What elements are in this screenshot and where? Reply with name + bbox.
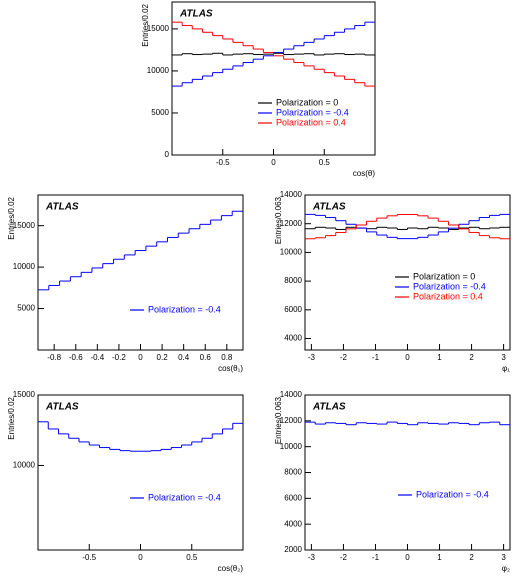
x-tick-label: 1	[437, 353, 442, 362]
y-tick-label: 10000	[280, 442, 303, 451]
y-tick-label: 6000	[284, 305, 302, 314]
y-tick-label: 15000	[147, 24, 170, 33]
legend-label: Polarization = -0.4	[148, 304, 221, 314]
x-tick-label: 3	[501, 353, 506, 362]
x-axis-label: cos(θ₂)	[218, 564, 244, 573]
panel: Polarization = -0.4 10000 15000 -0.5 0 0.5 ATL…	[7, 390, 244, 573]
x-tick-label: -0.5	[216, 158, 230, 167]
x-tick-label: -1	[372, 553, 380, 562]
x-tick-label: -0.5	[82, 553, 96, 562]
y-axis-label: Entries/0.02	[7, 396, 16, 439]
plot-frame	[37, 394, 244, 551]
plot-frame	[37, 194, 244, 351]
legend-label: Polarization = 0	[276, 97, 338, 107]
panel: Polarization = -0.4 2000 4000 6000 8000 10000…	[274, 390, 511, 573]
x-tick-label: 0	[138, 553, 143, 562]
y-tick-label: 6000	[284, 493, 302, 502]
y-tick-label: 8000	[284, 468, 302, 477]
legend-label: Polarization = 0.4	[276, 117, 346, 127]
y-tick-label: 14000	[280, 190, 303, 199]
x-tick-label: -2	[340, 353, 348, 362]
y-tick-label: 4000	[284, 519, 302, 528]
y-tick-label: 8000	[284, 276, 302, 285]
x-tick-label: 3	[501, 553, 506, 562]
x-tick-label: -3	[308, 353, 316, 362]
x-tick-label: -3	[308, 553, 316, 562]
x-tick-label: 0.5	[186, 553, 198, 562]
x-axis-label: φ₂	[502, 564, 510, 573]
x-tick-label: 0.8	[221, 353, 233, 362]
y-tick-label: 10000	[13, 461, 36, 470]
x-tick-label: 0.5	[319, 158, 331, 167]
legend-label: Polarization = -0.4	[148, 492, 221, 502]
x-tick-label: -1	[372, 353, 380, 362]
legend-label: Polarization = -0.4	[413, 281, 486, 291]
y-axis-label: Entries/0.063	[274, 396, 283, 444]
atlas-label: ATLAS	[45, 202, 79, 213]
y-tick-label: 15000	[13, 221, 36, 230]
legend-label: Polarization = -0.4	[416, 489, 489, 499]
x-tick-label: 0.4	[178, 353, 190, 362]
atlas-label: ATLAS	[179, 9, 213, 20]
x-tick-label: -0.2	[112, 353, 126, 362]
legend-label: Polarization = 0.4	[413, 291, 483, 301]
x-tick-label: -0.4	[90, 353, 104, 362]
x-tick-label: 0.2	[157, 353, 169, 362]
x-tick-label: 0.6	[200, 353, 212, 362]
x-tick-label: 0	[405, 553, 410, 562]
y-axis-label: Entries/0.02	[141, 3, 150, 46]
y-tick-label: 12000	[280, 416, 303, 425]
atlas-label: ATLAS	[45, 402, 79, 413]
y-axis-label: Entries/0.063	[274, 196, 283, 244]
plot-frame	[304, 394, 511, 551]
x-axis-label: cos(θ)	[353, 169, 376, 178]
x-tick-label: 1	[437, 553, 442, 562]
x-tick-label: 2	[469, 353, 474, 362]
y-tick-label: 10000	[280, 248, 303, 257]
y-tick-label: 14000	[280, 390, 303, 399]
y-tick-label: 12000	[280, 219, 303, 228]
x-axis-label: cos(θ₁)	[218, 364, 243, 373]
legend-label: Polarization = 0	[413, 271, 475, 281]
y-tick-label: 5000	[151, 108, 169, 117]
y-tick-label: 5000	[17, 304, 35, 313]
atlas-label: ATLAS	[312, 402, 346, 413]
x-tick-label: -0.6	[69, 353, 83, 362]
y-axis-label: Entries/0.02	[7, 196, 16, 239]
x-tick-label: -0.8	[47, 353, 61, 362]
panel: Polarization = -0.4 5000 10000 15000 -0.8 -0.…	[7, 194, 244, 373]
x-tick-label: 2	[469, 553, 474, 562]
y-tick-label: 10000	[13, 262, 36, 271]
y-tick-label: 4000	[284, 334, 302, 343]
y-tick-label: 2000	[284, 545, 302, 554]
x-axis-label: φ₁	[502, 364, 510, 373]
legend-label: Polarization = -0.4	[276, 107, 349, 117]
x-tick-label: 0	[271, 158, 276, 167]
y-tick-label: 10000	[147, 66, 170, 75]
x-tick-label: 0	[405, 353, 410, 362]
x-tick-label: -2	[340, 553, 348, 562]
atlas-label: ATLAS	[312, 202, 346, 213]
y-tick-label: 15000	[13, 390, 36, 399]
x-tick-label: 0	[138, 353, 143, 362]
y-tick-label: 0	[165, 150, 170, 159]
